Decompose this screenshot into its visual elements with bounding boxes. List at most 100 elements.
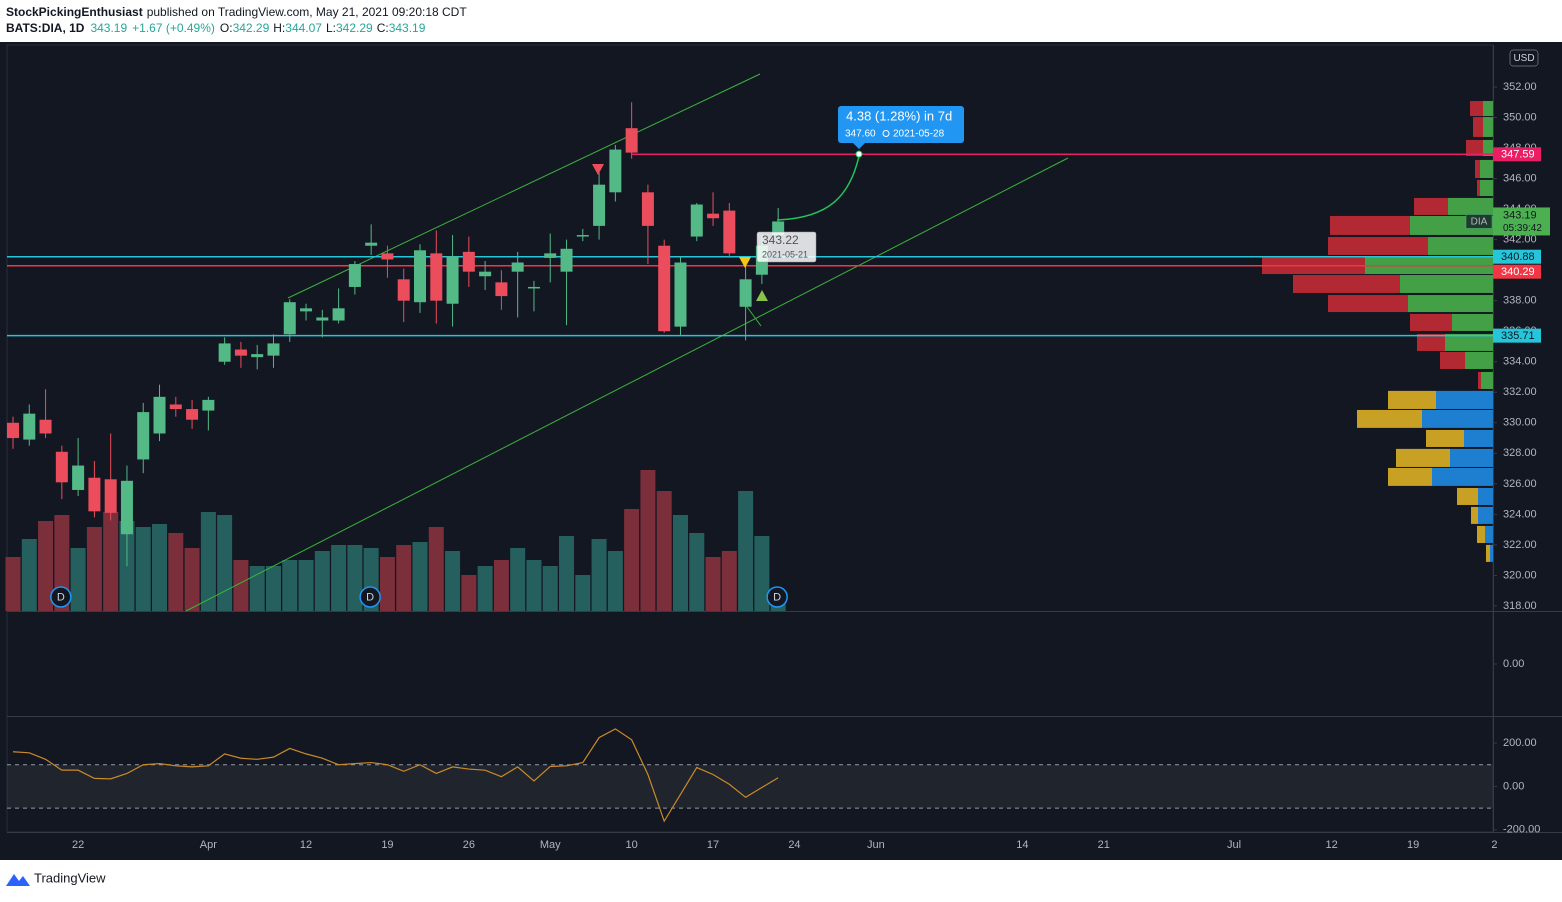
candle-body [267,343,280,356]
profile-up [1448,197,1493,215]
profile-down [1475,159,1480,179]
x-tick-label: 26 [463,839,475,851]
volume-bar [656,491,672,611]
symbol-tag-label: DIA [1471,217,1488,228]
y-tick-label: 0.00 [1503,658,1524,670]
candle-body [55,451,68,483]
profile-up [1422,409,1493,428]
crosshair-box [756,231,817,263]
candle-body [430,253,443,301]
candle-body [332,308,345,321]
candle-body [641,192,654,226]
profile-down [1440,351,1465,369]
candle-body [104,479,117,513]
volume-bar [233,560,249,611]
candle-body [72,465,85,490]
candle-body [658,245,671,332]
x-tick-label: Jul [1227,839,1241,851]
candle-body [707,213,720,219]
y-tick-label: 334.00 [1503,356,1537,368]
crosshair-price: 343.22 [762,233,799,247]
volume-bar [477,566,493,611]
candle-body [316,317,329,321]
x-tick-label: Apr [200,839,217,851]
x-tick-label: 21 [1098,839,1110,851]
profile-up [1408,295,1493,313]
dividend-marker [359,586,381,608]
x-tick-label: 22 [72,839,84,851]
candle-body [39,419,52,434]
y-tick-label: 346.00 [1503,172,1537,184]
profile-down [1457,487,1478,505]
volume-bar [103,512,119,611]
y-tick-label: 352.00 [1503,81,1537,93]
y-tick-label: 320.00 [1503,569,1537,581]
candle-body [186,409,199,420]
c-value: 343.19 [389,21,426,35]
signal-up [756,290,768,301]
profile-up [1445,333,1493,351]
candle-body [202,399,215,411]
signal-down [592,164,604,175]
candle-body [7,422,19,439]
y-tick-label: 326.00 [1503,478,1537,490]
profile-up [1481,371,1493,389]
y-tick-label: 338.00 [1503,295,1537,307]
symbol-tag [1465,214,1493,229]
volume-bar [591,539,607,611]
volume-bar [428,527,444,611]
profile-up [1478,487,1493,505]
projection-box [838,106,964,143]
profile-down [1388,390,1436,409]
x-tick-label: 17 [707,839,719,851]
y-tick-label: 332.00 [1503,386,1537,398]
profile-up [1452,313,1493,331]
y-tick-label: 200.00 [1503,737,1537,749]
candle-body [625,128,638,153]
signal-down [739,257,751,268]
volume-bar [705,557,721,611]
h-value: 344.07 [285,21,322,35]
volume-bar [672,515,688,611]
level-tag-label: 340.29 [1501,266,1535,278]
y-tick-label: 328.00 [1503,447,1537,459]
volume-bar [347,545,363,611]
price-tag-label: 343.19 [1503,209,1537,221]
volume-bar [607,551,623,611]
volume-bar [152,524,168,611]
profile-up [1480,179,1493,197]
l-label: L: [326,21,336,35]
profile-down [1410,313,1452,331]
candle-body [397,279,410,301]
author: StockPickingEnthusiast [6,5,143,19]
currency: USD [1513,53,1534,64]
volume-bar [5,557,21,611]
candle-body [234,349,247,356]
profile-down [1477,179,1480,197]
candle-body [495,282,508,297]
candle-body [576,235,589,237]
volume-bar [265,566,281,611]
y-tick-label: 318.00 [1503,600,1537,612]
price-tag [1493,207,1550,236]
volume-bar [754,536,770,611]
x-tick-label: 12 [300,839,312,851]
candle-body [348,264,361,287]
x-tick-label: 12 [1326,839,1338,851]
volume-bar [200,512,216,611]
profile-up [1400,275,1493,293]
clock-icon [882,130,890,137]
volume-bar [526,560,542,611]
volume-bar [314,551,330,611]
volume-bar [640,470,656,611]
o-value: 342.29 [233,21,270,35]
last: 343.19 [90,21,127,35]
candle-body [609,149,622,193]
level-tag [1493,328,1541,343]
volume-bar [86,527,102,611]
volume-bar [493,560,509,611]
header-bg [0,0,1562,42]
candle-body [511,262,524,272]
channel-upper [287,73,761,299]
volume-bar [331,545,347,611]
